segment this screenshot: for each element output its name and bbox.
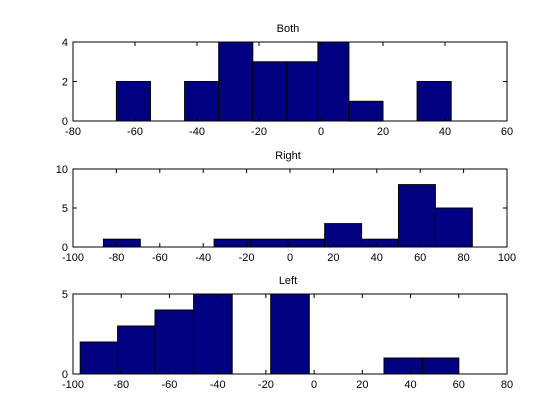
histogram-bar <box>286 61 319 122</box>
x-tick-label: 20 <box>327 252 339 264</box>
x-tick-label: 0 <box>287 252 293 264</box>
x-tick-label: 40 <box>371 252 383 264</box>
histogram-bar <box>317 41 350 122</box>
histogram-bar <box>213 238 252 248</box>
y-tick-label: 10 <box>56 164 68 176</box>
histogram-bar <box>422 357 460 375</box>
subplot-both: Both -80 -60 -40 -20 0 20 40 60 0 2 4 <box>62 23 513 138</box>
x-tick-label: -100 <box>62 379 84 391</box>
x-tick-label: -60 <box>152 252 168 264</box>
histogram-bar <box>79 341 119 375</box>
histogram-bar <box>383 357 424 375</box>
axes-box <box>72 293 508 375</box>
x-tick-label: -100 <box>62 252 84 264</box>
y-tick-label: 0 <box>62 369 68 381</box>
subplot-title-right: Right <box>275 150 301 162</box>
y-tick-label: 0 <box>62 116 68 128</box>
histogram-bar <box>416 81 452 122</box>
histogram-bar <box>361 238 400 248</box>
histogram-bar <box>324 223 363 248</box>
histogram-bar <box>434 207 473 248</box>
x-tick-label: 40 <box>404 379 416 391</box>
histogram-bar <box>398 184 436 248</box>
x-tick-label: 20 <box>377 126 389 138</box>
histogram-bar <box>117 325 156 375</box>
histogram-bar <box>184 81 220 122</box>
y-tick-label: 2 <box>62 77 68 89</box>
x-tick-label: 40 <box>439 126 451 138</box>
x-tick-label: -40 <box>195 252 211 264</box>
y-tick-label: 4 <box>62 37 68 49</box>
histogram-bar <box>252 61 288 122</box>
x-tick-label: 60 <box>501 126 513 138</box>
subplot-left: Left -100 -80 -60 -40 -20 0 20 40 60 80 0 5 <box>62 275 513 391</box>
x-tick-label: -80 <box>113 379 129 391</box>
x-tick-label: 60 <box>414 252 426 264</box>
x-tick-label: -80 <box>108 252 124 264</box>
histogram-bar <box>250 238 289 248</box>
x-tick-label: -60 <box>127 126 143 138</box>
x-tick-label: -20 <box>239 252 255 264</box>
x-tick-label: -40 <box>210 379 226 391</box>
x-tick-label: 0 <box>311 379 317 391</box>
x-tick-label: 0 <box>318 126 324 138</box>
x-tick-label: -40 <box>189 126 205 138</box>
subplot-title-both: Both <box>277 23 300 35</box>
histogram-bar <box>348 100 384 122</box>
subplot-title-left: Left <box>279 275 297 287</box>
histogram-bar <box>154 309 195 375</box>
histogram-bar <box>102 238 141 248</box>
histogram-bar <box>193 293 233 375</box>
x-tick-label: -60 <box>161 379 177 391</box>
histogram-bar <box>270 293 310 375</box>
x-tick-label: 80 <box>501 379 513 391</box>
histogram-bar <box>115 81 151 122</box>
histogram-bar <box>287 238 326 248</box>
subplot-right: Right -100 -80 -60 -40 -20 0 20 40 60 80 100 0 5 10 <box>56 150 516 264</box>
x-tick-label: 100 <box>498 252 516 264</box>
y-tick-label: 5 <box>62 203 68 215</box>
x-tick-label: -80 <box>65 126 81 138</box>
y-tick-label: 0 <box>62 242 68 254</box>
x-tick-label: -20 <box>251 126 267 138</box>
y-tick-label: 5 <box>62 289 68 301</box>
x-tick-label: 80 <box>457 252 469 264</box>
x-tick-label: -20 <box>258 379 274 391</box>
x-tick-label: 20 <box>356 379 368 391</box>
x-tick-label: 60 <box>453 379 465 391</box>
histogram-bar <box>218 41 254 122</box>
